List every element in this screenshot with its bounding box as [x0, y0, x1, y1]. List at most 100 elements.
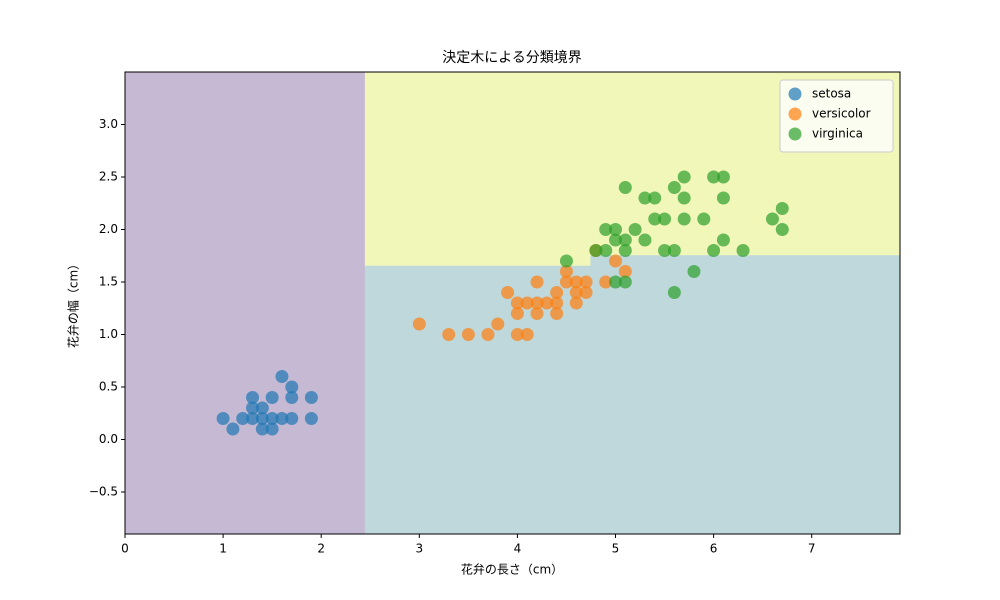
data-point [265, 391, 279, 404]
data-point [285, 380, 299, 394]
data-point [609, 254, 623, 268]
x-axis-label: 花弁の長さ（cm） [461, 562, 563, 577]
data-point [559, 275, 573, 289]
data-point [736, 244, 750, 257]
data-point [677, 212, 691, 226]
legend-marker [788, 107, 802, 121]
data-point [481, 328, 495, 341]
data-point [559, 265, 573, 278]
data-point [442, 328, 456, 341]
x-tick-label: 3 [415, 542, 423, 556]
decision-region [124, 71, 366, 535]
data-point [550, 296, 564, 310]
data-point [246, 391, 260, 404]
data-point [677, 170, 691, 184]
data-point [255, 412, 269, 425]
decision-region [364, 255, 901, 535]
data-point [618, 244, 632, 257]
plot-frame [124, 71, 901, 535]
data-point [648, 191, 662, 205]
data-point [501, 286, 515, 299]
data-point [265, 422, 279, 436]
data-point [618, 233, 632, 247]
data-point [716, 191, 730, 205]
data-point [491, 317, 505, 331]
data-point [579, 286, 593, 299]
data-point [265, 412, 279, 425]
data-point [255, 422, 269, 436]
y-tick-label: −0.5 [89, 485, 118, 499]
data-point [687, 265, 701, 278]
data-point [697, 212, 711, 226]
data-point [520, 328, 534, 341]
data-point [579, 275, 593, 289]
data-point [667, 244, 681, 257]
data-point [609, 223, 623, 236]
data-point [226, 422, 240, 436]
data-point [540, 296, 554, 310]
data-point [775, 223, 789, 236]
y-axis-label: 花弁の幅（cm） [66, 258, 81, 348]
y-tick-label: 1.0 [99, 327, 118, 341]
legend-label: virginica [812, 127, 863, 141]
x-tick-label: 0 [121, 542, 129, 556]
data-point [530, 275, 544, 289]
data-point [246, 412, 260, 425]
data-point [658, 212, 672, 226]
x-tick-label: 4 [514, 542, 522, 556]
legend: setosa versicolor virginica [779, 79, 894, 153]
data-point [550, 307, 564, 320]
data-point [609, 233, 623, 247]
y-tick-label: 1.5 [99, 275, 118, 289]
data-point [510, 307, 524, 320]
data-point [530, 307, 544, 320]
data-point [520, 296, 534, 310]
data-point [658, 244, 672, 257]
y-tick-label: 2.5 [99, 170, 118, 184]
data-point [765, 212, 779, 226]
data-point [638, 191, 652, 205]
data-point [667, 181, 681, 194]
data-point [569, 275, 583, 289]
data-point [618, 181, 632, 194]
data-point [246, 401, 260, 415]
data-point [609, 275, 623, 289]
y-tick-label: 0.0 [99, 432, 118, 446]
data-point [569, 296, 583, 310]
legend-box [779, 79, 894, 153]
y-tick-label: 0.5 [99, 380, 118, 394]
data-point [677, 191, 691, 205]
data-point [216, 412, 230, 425]
y-tick-label: 3.0 [99, 117, 118, 131]
data-point [461, 328, 475, 341]
data-point [638, 233, 652, 247]
data-point [707, 244, 721, 257]
data-point [285, 412, 299, 425]
data-point [510, 296, 524, 310]
data-point [550, 286, 564, 299]
legend-label: versicolor [812, 107, 871, 121]
x-tick-label: 6 [710, 542, 718, 556]
data-point [648, 212, 662, 226]
data-point [599, 244, 613, 257]
data-point [275, 370, 289, 383]
chart-title: 決定木による分類境界 [442, 50, 582, 66]
data-point [599, 223, 613, 236]
data-point [667, 286, 681, 299]
data-point [304, 412, 318, 425]
data-point [716, 233, 730, 247]
legend-marker [788, 127, 802, 141]
x-tick-label: 7 [808, 542, 816, 556]
data-point [510, 328, 524, 341]
data-point [775, 202, 789, 215]
data-point [559, 254, 573, 268]
x-tick-label: 2 [317, 542, 325, 556]
y-tick-label: 2.0 [99, 222, 118, 236]
data-point [716, 170, 730, 184]
data-point [589, 244, 603, 257]
data-point [618, 275, 632, 289]
data-point [236, 412, 250, 425]
data-point [530, 296, 544, 310]
data-point [569, 286, 583, 299]
